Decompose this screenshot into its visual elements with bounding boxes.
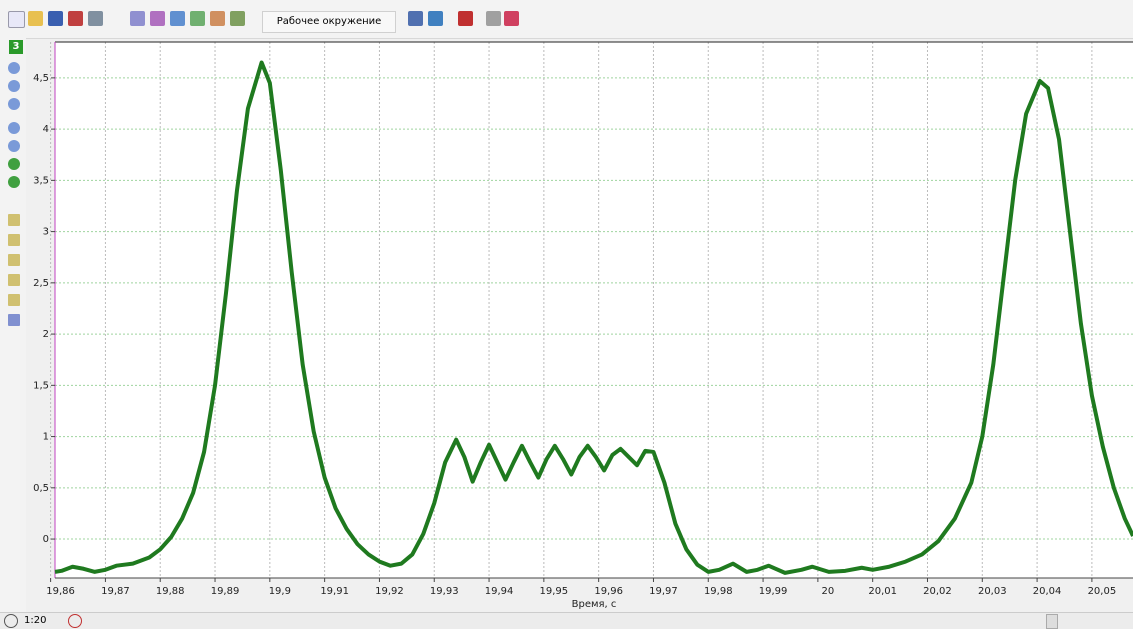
up-button[interactable] <box>8 158 20 170</box>
x-tick-label: 20 <box>822 586 835 597</box>
zoom-out-button[interactable] <box>4 614 18 628</box>
tool-button[interactable] <box>230 11 245 26</box>
x-tick-label: 19,92 <box>375 586 404 597</box>
print-button[interactable] <box>88 11 103 26</box>
tool-button[interactable] <box>8 214 20 226</box>
tool-button[interactable] <box>8 294 20 306</box>
tool-button[interactable] <box>150 11 165 26</box>
x-tick-label: 20,03 <box>978 586 1007 597</box>
y-tick-label: 2 <box>43 329 49 340</box>
zoom-level: 1:20 <box>24 615 47 626</box>
new-button[interactable] <box>8 11 25 28</box>
y-tick-label: 1,5 <box>33 380 49 391</box>
y-tick-label: 3 <box>43 227 49 238</box>
y-tick-label: 3,5 <box>33 175 49 186</box>
x-axis-label: Время, с <box>572 599 617 610</box>
y-tick-label: 4 <box>43 124 49 135</box>
x-tick-label: 19,88 <box>156 586 185 597</box>
side-toolbar <box>0 38 26 612</box>
down-button[interactable] <box>8 176 20 188</box>
x-tick-label: 19,98 <box>704 586 733 597</box>
save-button[interactable] <box>48 11 63 26</box>
tool-button[interactable] <box>8 234 20 246</box>
scroll-thumb[interactable] <box>1046 614 1058 629</box>
x-tick-label: 19,94 <box>485 586 514 597</box>
y-tick-label: 0,5 <box>33 483 49 494</box>
zoom-out-button[interactable] <box>8 62 20 74</box>
zoom-fit-button[interactable] <box>8 80 20 92</box>
save-as-button[interactable] <box>68 11 83 26</box>
y-tick-label: 4,5 <box>33 73 49 84</box>
x-tick-label: 19,93 <box>430 586 459 597</box>
tool-button[interactable] <box>8 254 20 266</box>
scroll-button[interactable] <box>8 140 20 152</box>
scroll-button[interactable] <box>8 122 20 134</box>
x-tick-label: 20,02 <box>923 586 952 597</box>
x-tick-label: 19,9 <box>269 586 291 597</box>
toolbar: Рабочее окружение <box>0 0 1133 39</box>
tool-button[interactable] <box>210 11 225 26</box>
x-tick-label: 19,99 <box>759 586 788 597</box>
tool-button[interactable] <box>504 11 519 26</box>
channel-badge: 3 <box>9 40 23 54</box>
tool-button[interactable] <box>8 314 20 326</box>
eraser-button[interactable] <box>458 11 473 26</box>
zoom-in-button[interactable] <box>8 98 20 110</box>
open-button[interactable] <box>28 11 43 26</box>
save-view-button[interactable] <box>428 11 443 26</box>
x-tick-label: 19,96 <box>594 586 623 597</box>
environment-dropdown[interactable]: Рабочее окружение <box>262 11 396 33</box>
x-tick-label: 19,86 <box>46 586 75 597</box>
zoom-in-button[interactable] <box>68 614 82 628</box>
x-tick-label: 19,89 <box>211 586 240 597</box>
undo-button[interactable] <box>408 11 423 26</box>
tool-button[interactable] <box>190 11 205 26</box>
plot-area <box>55 42 1133 578</box>
tool-button[interactable] <box>8 274 20 286</box>
x-tick-label: 19,97 <box>649 586 678 597</box>
x-tick-label: 20,04 <box>1033 586 1062 597</box>
x-tick-label: 19,91 <box>320 586 349 597</box>
x-tick-label: 20,05 <box>1088 586 1117 597</box>
y-tick-label: 1 <box>43 432 49 443</box>
tool-button[interactable] <box>130 11 145 26</box>
y-tick-label: 0 <box>43 534 49 545</box>
x-tick-label: 19,95 <box>540 586 569 597</box>
tool-button[interactable] <box>486 11 501 26</box>
x-tick-label: 19,87 <box>101 586 130 597</box>
status-bar: 1:20 <box>0 612 1133 629</box>
chart: Время, с 0 0,5 1 1,5 2 2,5 3 3,5 4 4,5 19,86 19,87 1… <box>33 41 1133 610</box>
x-tick-label: 20,01 <box>868 586 897 597</box>
y-tick-label: 2,5 <box>33 278 49 289</box>
tool-button[interactable] <box>170 11 185 26</box>
data-line <box>54 60 1133 575</box>
